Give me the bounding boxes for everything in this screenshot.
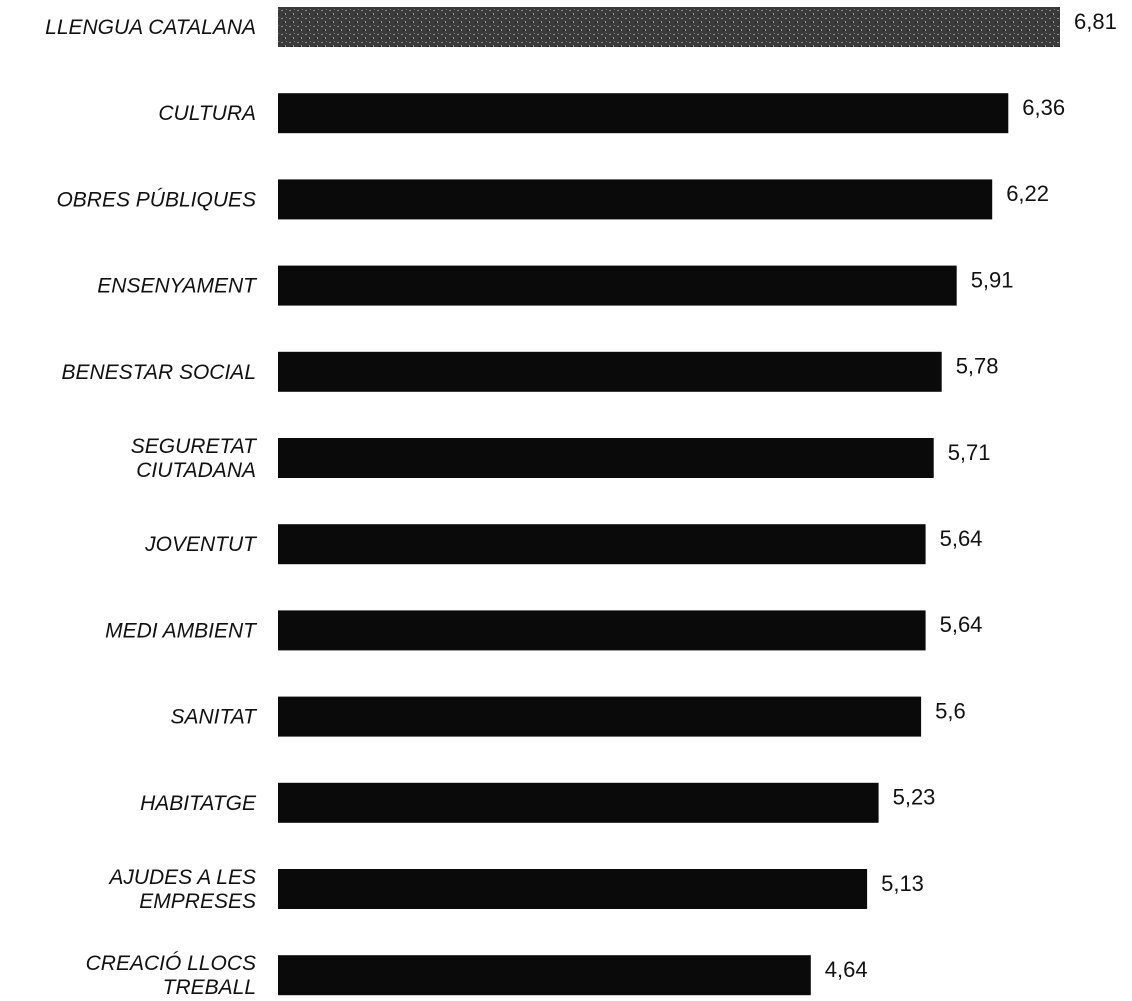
category-label: OBRES PÚBLIQUES [56, 188, 256, 211]
category-label: MEDI AMBIENT [105, 619, 258, 642]
category-label-line: AJUDES A LES [107, 866, 256, 889]
value-label: 6,36 [1022, 95, 1065, 120]
category-label: SANITAT [170, 706, 258, 729]
bar [278, 351, 942, 392]
category-label: ENSENYAMENT [97, 275, 258, 298]
category-label-line: CULTURA [158, 102, 256, 125]
category-labels-group: LLENGUA CATALANA CULTURA OBRES PÚBLIQUES EN… [45, 16, 258, 999]
category-label-line: ENSENYAMENT [97, 275, 258, 298]
value-label: 5,78 [956, 354, 999, 379]
value-label: 4,64 [825, 957, 868, 982]
category-label: AJUDES A LES EMPRESES [107, 866, 256, 913]
category-label-line: TREBALL [163, 976, 256, 999]
value-label: 5,91 [971, 267, 1014, 292]
category-label-line: SANITAT [170, 706, 258, 729]
bar [278, 438, 934, 478]
category-label: CREACIÓ LLOCS TREBALL [86, 952, 256, 999]
category-label: CULTURA [158, 102, 256, 125]
bar [278, 7, 1060, 47]
value-label: 5,64 [940, 612, 983, 637]
value-label: 5,13 [881, 871, 924, 896]
value-label: 5,23 [893, 785, 936, 810]
category-label-line: MEDI AMBIENT [105, 619, 258, 642]
bar [278, 696, 922, 737]
bar [278, 265, 957, 306]
value-label: 5,64 [940, 526, 983, 551]
category-label-line: EMPRESES [139, 890, 256, 913]
category-label: LLENGUA CATALANA [45, 16, 256, 39]
category-label-line: LLENGUA CATALANA [45, 16, 256, 39]
category-label-line: BENESTAR SOCIAL [62, 361, 257, 384]
value-label: 6,81 [1074, 9, 1117, 34]
bar [278, 955, 811, 996]
category-label-line: HABITATGE [140, 792, 257, 815]
value-label: 5,6 [935, 698, 966, 723]
bar [278, 524, 926, 565]
category-label: BENESTAR SOCIAL [62, 361, 257, 384]
bar [278, 179, 993, 220]
value-label: 5,71 [948, 440, 991, 465]
category-label-line: CREACIÓ LLOCS [86, 952, 256, 975]
bar [278, 869, 868, 909]
bar [278, 93, 1009, 134]
bar [278, 782, 879, 823]
bar [278, 610, 926, 651]
category-label-line: JOVENTUT [144, 533, 258, 556]
bars-group [278, 7, 1060, 996]
category-label-line: OBRES PÚBLIQUES [56, 188, 256, 211]
value-label: 6,22 [1006, 181, 1049, 206]
category-label-line: CIUTADANA [136, 459, 256, 482]
category-label: SEGURETAT CIUTADANA [131, 435, 258, 482]
category-label: HABITATGE [140, 792, 257, 815]
value-labels-group: 6,81 6,36 6,22 5,91 5,78 5,71 5,64 5,64 5,6 5,23 5… [825, 9, 1117, 982]
category-label: JOVENTUT [144, 533, 258, 556]
category-label-line: SEGURETAT [131, 435, 258, 458]
